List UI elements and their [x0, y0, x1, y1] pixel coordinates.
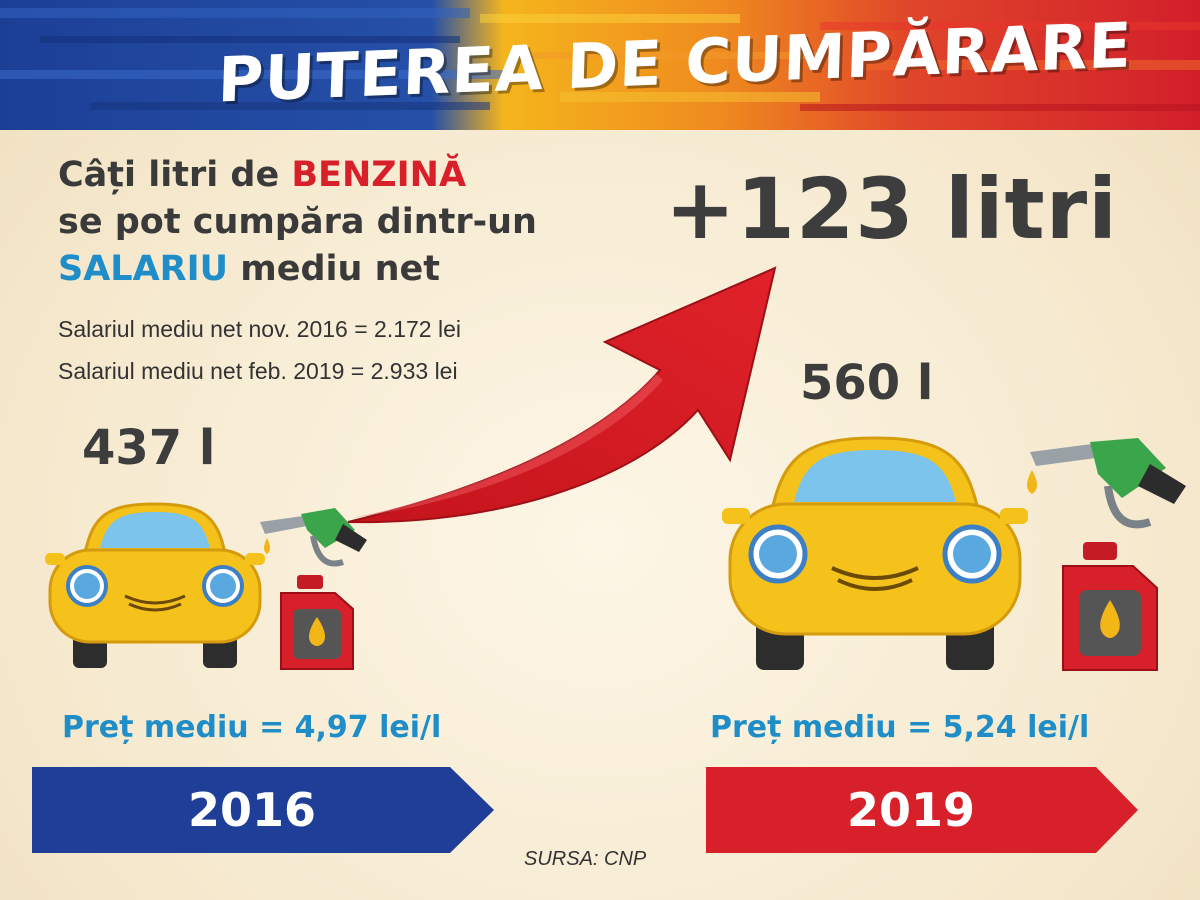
increase-label: +123 litri [665, 160, 1118, 258]
banner-stripes [0, 0, 1200, 130]
liters-2019: 560 l [800, 355, 934, 411]
question-prefix: Câți litri de [58, 155, 292, 195]
liters-2016: 437 l [82, 420, 216, 476]
car-icon [45, 502, 265, 668]
salary-2019: Salariul mediu net feb. 2019 = 2.933 lei [58, 358, 458, 384]
year-2019-label: 2019 [846, 783, 976, 837]
year-bar-2019: 2019 [706, 767, 1138, 853]
header-banner: PUTEREA DE CUMPĂRARE [0, 0, 1200, 130]
arrow-up-icon [347, 266, 777, 524]
year-bar-2016-shape [32, 767, 494, 853]
price-2019: Preț mediu = 5,24 lei/l [710, 710, 1090, 745]
question-line-3: SALARIU mediu net [58, 244, 440, 294]
year-bar-2019-shape [706, 767, 1138, 853]
year-bar-2016: 2016 [32, 767, 494, 853]
year-2016-label: 2016 [187, 783, 317, 837]
oil-canister-icon [280, 575, 354, 670]
car-icon [722, 436, 1028, 670]
question-line-2: se pot cumpăra dintr-un [58, 202, 537, 242]
fuel-nozzle-icon [260, 508, 367, 567]
source-label: SURSA: CNP [524, 848, 647, 870]
salary-2016: Salariul mediu net nov. 2016 = 2.172 lei [58, 316, 461, 342]
highlight-benzina: BENZINĂ [291, 155, 467, 195]
question-suffix: mediu net [228, 249, 441, 289]
highlight-salariu: SALARIU [58, 249, 229, 289]
oil-canister-icon [1062, 542, 1158, 671]
fuel-nozzle-icon [1027, 438, 1186, 529]
question-line-1: Câți litri de BENZINĂ [58, 150, 466, 200]
price-2016: Preț mediu = 4,97 lei/l [62, 710, 442, 745]
